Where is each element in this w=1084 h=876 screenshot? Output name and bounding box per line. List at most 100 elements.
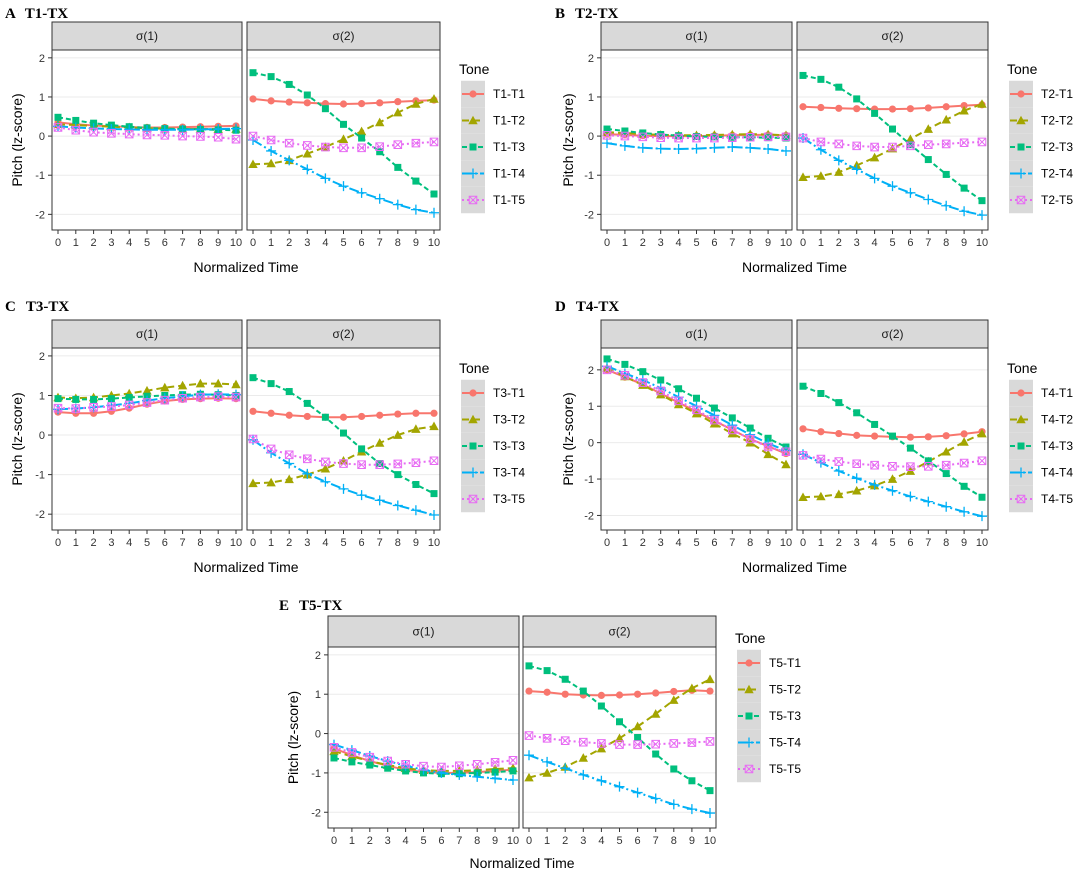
data-point: [941, 114, 951, 124]
series-line: [606, 142, 787, 152]
legend-item: T4-T3: [1009, 432, 1073, 460]
data-point: [834, 167, 844, 176]
data-point: [357, 460, 366, 470]
data-point: [835, 104, 843, 112]
data-point: [560, 763, 571, 774]
data-point: [799, 103, 807, 111]
x-tick-label: 8: [197, 537, 203, 549]
data-point: [651, 739, 660, 749]
data-point: [705, 674, 715, 684]
x-tick-label: 0: [55, 237, 61, 249]
data-point: [375, 460, 384, 470]
x-tick-label: 1: [73, 537, 79, 549]
x-tick-label: 6: [907, 537, 913, 549]
data-point: [603, 355, 611, 363]
series-line: [252, 71, 435, 195]
data-point: [213, 392, 223, 401]
series-t3-t3: [249, 374, 438, 498]
data-point: [602, 131, 612, 140]
series-line: [528, 664, 711, 792]
data-point: [357, 143, 366, 153]
data-point: [249, 69, 257, 77]
data-point: [71, 404, 81, 413]
x-tick-label: 7: [653, 835, 659, 847]
data-point: [853, 105, 861, 113]
data-point: [124, 124, 135, 135]
y-tick-label: 2: [315, 650, 321, 662]
x-tick-label: 3: [385, 835, 391, 847]
x-tick-label: 7: [729, 237, 735, 249]
x-tick-label: 5: [144, 237, 150, 249]
data-point: [525, 687, 533, 695]
x-tick-label: 10: [976, 237, 988, 249]
data-point: [816, 137, 826, 147]
data-point: [330, 754, 338, 762]
panel-border: [327, 646, 520, 829]
data-point: [392, 199, 403, 210]
data-point: [411, 458, 421, 468]
data-point: [303, 454, 312, 464]
legend-item: T2-T1: [1009, 80, 1073, 108]
data-point: [632, 721, 643, 731]
data-point: [303, 141, 312, 150]
data-point: [285, 411, 293, 419]
panel-border: [51, 49, 243, 231]
x-tick-label: 2: [91, 537, 97, 549]
y-tick-label: 0: [39, 131, 45, 143]
y-tick-label: -1: [584, 170, 594, 182]
data-point: [142, 398, 152, 407]
facet-strip-label: σ(2): [332, 29, 354, 43]
data-point: [692, 133, 701, 143]
data-point: [706, 787, 714, 795]
data-point: [977, 428, 987, 438]
x-tick-label: 3: [304, 237, 310, 249]
legend-label: T4-T5: [1041, 492, 1073, 506]
series-t5-t4: [524, 750, 715, 819]
data-point: [633, 740, 642, 749]
x-tick-label: 7: [377, 237, 383, 249]
legend-item: T5-T2: [737, 676, 801, 703]
x-tick-label: 3: [304, 537, 310, 549]
y-tick-label: 1: [39, 92, 45, 104]
legend-label: T4-T1: [1041, 386, 1073, 400]
data-point: [358, 445, 366, 453]
x-tick-label: 9: [215, 237, 221, 249]
data-point: [614, 733, 625, 743]
facet-strip-label: σ(1): [136, 29, 158, 43]
data-point: [710, 133, 719, 143]
data-point: [321, 413, 329, 421]
data-point: [249, 374, 257, 382]
data-point: [798, 172, 808, 181]
series-t2-t3: [799, 71, 986, 205]
data-point: [338, 483, 349, 494]
y-tick-label: 2: [39, 53, 45, 65]
data-point: [745, 142, 756, 153]
data-point: [430, 409, 438, 417]
series-t4-t4: [602, 361, 791, 456]
data-point: [107, 407, 115, 415]
x-tick-label: 7: [377, 537, 383, 549]
data-point: [394, 163, 402, 171]
data-point: [942, 170, 950, 178]
data-point: [358, 100, 366, 108]
panel-letter: E: [279, 598, 289, 614]
data-point: [833, 466, 844, 477]
data-point: [374, 193, 385, 204]
data-point: [393, 107, 403, 117]
legend-label: T1-T3: [493, 140, 525, 154]
legend-marker: [1016, 467, 1026, 478]
data-point: [942, 432, 950, 440]
data-point: [213, 124, 224, 135]
data-point: [429, 421, 439, 431]
series-t4-t4: [798, 449, 987, 522]
x-tick-label: 0: [800, 237, 806, 249]
data-point: [634, 734, 642, 741]
data-point: [375, 142, 384, 151]
data-point: [284, 458, 295, 469]
data-point: [852, 459, 861, 469]
facet-strip: [246, 319, 441, 349]
x-tick-label: 10: [507, 835, 519, 847]
data-point: [411, 424, 421, 433]
legend-label: T3-T3: [493, 439, 525, 453]
data-point: [746, 424, 754, 432]
